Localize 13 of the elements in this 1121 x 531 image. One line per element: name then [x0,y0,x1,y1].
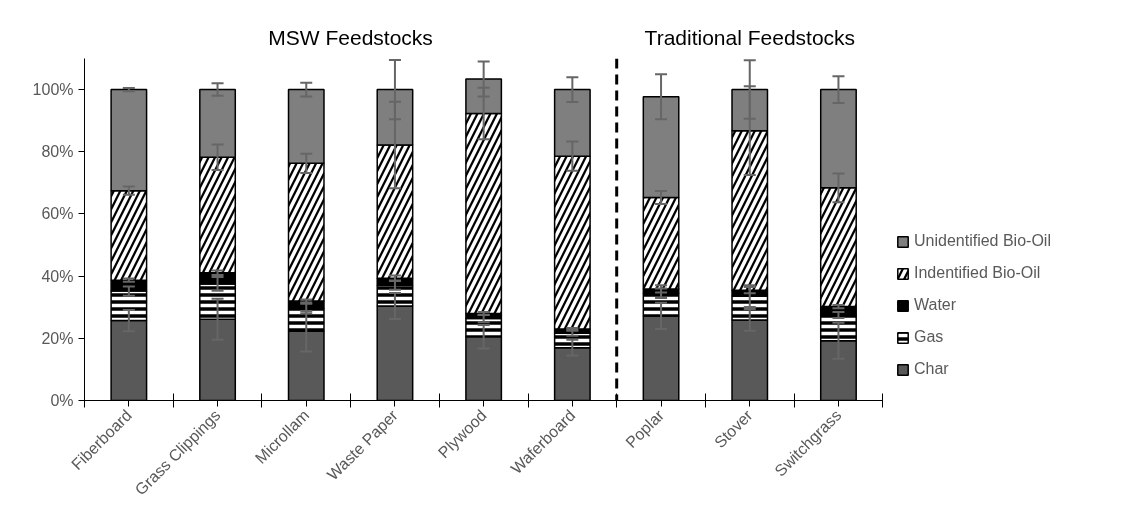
legend-label: Unidentified Bio-Oil [914,232,1051,250]
y-tick-label: 80% [41,143,74,161]
text: MSW Feedstocks [268,25,433,49]
y-tick-label: 60% [41,205,74,223]
legend-label: Gas [914,328,944,346]
y-tick-label: 20% [41,329,74,347]
text: Traditional Feedstocks [644,25,856,49]
legend-label: Char [914,360,949,378]
y-tick-label: 40% [41,267,74,285]
legend-label: Indentified Bio-Oil [914,264,1041,282]
y-tick-label: 100% [32,81,74,99]
y-tick-label: 0% [50,392,74,409]
legend-label: Water [914,296,957,314]
